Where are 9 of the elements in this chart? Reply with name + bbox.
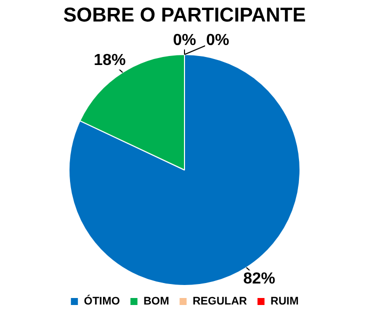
data-label: 18% [94,52,126,70]
legend-label: RUIM [270,296,299,308]
legend-label: REGULAR [192,296,248,308]
data-label: 82% [243,270,276,288]
text: 0% [206,32,230,49]
text: 0% [172,32,196,49]
legend-label: BOM [143,296,170,308]
legend-label: ÓTIMO [84,294,120,308]
chart-title: SOBRE O PARTICIPANTE [63,4,306,27]
